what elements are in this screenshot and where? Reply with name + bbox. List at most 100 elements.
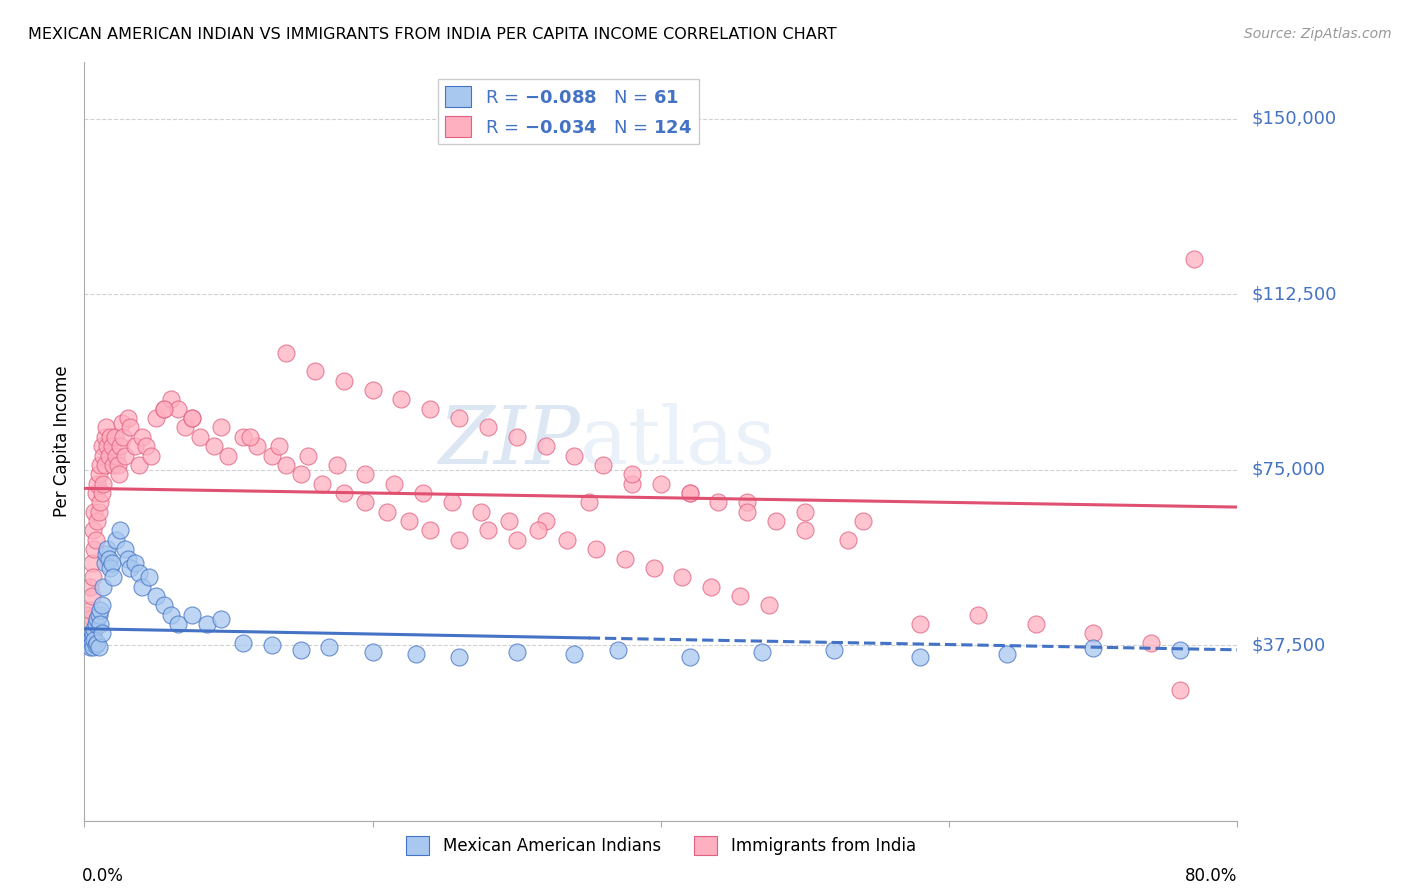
Point: [737, 495, 759, 509]
Point: [910, 649, 932, 664]
Point: [477, 524, 499, 538]
Point: [128, 566, 150, 580]
Point: [89, 458, 111, 472]
Text: ZIP: ZIP: [439, 403, 581, 480]
Point: [606, 642, 628, 657]
Point: [86, 612, 108, 626]
Point: [449, 533, 471, 547]
Point: [506, 645, 529, 659]
Point: [97, 449, 120, 463]
Point: [117, 411, 139, 425]
Point: [103, 458, 124, 472]
Point: [83, 622, 105, 636]
Point: [276, 345, 298, 359]
Point: [120, 420, 142, 434]
Point: [80, 636, 103, 650]
Point: [111, 416, 134, 430]
Point: [105, 533, 128, 547]
Point: [260, 449, 283, 463]
Point: [621, 476, 644, 491]
Point: [311, 476, 333, 491]
Point: [477, 420, 499, 434]
Point: [108, 467, 131, 482]
Point: [621, 467, 644, 482]
Point: [209, 612, 232, 626]
Point: [152, 401, 174, 416]
Point: [852, 514, 875, 528]
Point: [79, 640, 101, 655]
Point: [967, 607, 990, 622]
Point: [91, 580, 114, 594]
Point: [90, 486, 112, 500]
Point: [181, 411, 204, 425]
Point: [650, 476, 672, 491]
Point: [202, 439, 225, 453]
Point: [470, 505, 492, 519]
Point: [110, 439, 132, 453]
Point: [103, 570, 124, 584]
Point: [131, 580, 153, 594]
Point: [276, 458, 298, 472]
Point: [87, 640, 110, 655]
Point: [145, 589, 167, 603]
Point: [419, 524, 441, 538]
Point: [751, 645, 773, 659]
Point: [419, 401, 441, 416]
Point: [87, 505, 110, 519]
Point: [94, 547, 117, 561]
Point: [124, 439, 146, 453]
Point: [100, 556, 122, 570]
Point: [737, 505, 759, 519]
Point: [578, 495, 600, 509]
Point: [79, 603, 101, 617]
Point: [679, 649, 702, 664]
Point: [86, 476, 108, 491]
Point: [91, 476, 114, 491]
Point: [260, 638, 283, 652]
Point: [837, 533, 859, 547]
Point: [79, 633, 101, 648]
Point: [506, 430, 529, 444]
Point: [93, 556, 115, 570]
Point: [449, 411, 471, 425]
Point: [82, 640, 104, 655]
Point: [114, 542, 136, 557]
Point: [1182, 252, 1205, 266]
Point: [181, 607, 204, 622]
Point: [181, 411, 204, 425]
Point: [794, 524, 817, 538]
Point: [333, 486, 356, 500]
Point: [304, 364, 326, 378]
Point: [82, 524, 104, 538]
Point: [79, 580, 101, 594]
Point: [139, 449, 162, 463]
Point: [84, 533, 107, 547]
Point: [97, 551, 120, 566]
Point: [382, 476, 405, 491]
Point: [679, 486, 702, 500]
Point: [555, 533, 578, 547]
Point: [218, 449, 240, 463]
Point: [564, 648, 586, 662]
Point: [84, 617, 107, 632]
Point: [375, 505, 398, 519]
Point: [110, 524, 132, 538]
Point: [527, 524, 550, 538]
Point: [188, 430, 211, 444]
Point: [96, 439, 118, 453]
Point: [89, 617, 111, 632]
Point: [138, 570, 160, 584]
Point: [128, 458, 150, 472]
Point: [405, 648, 427, 662]
Point: [1083, 641, 1105, 656]
Point: [112, 430, 135, 444]
Point: [232, 430, 254, 444]
Point: [1168, 642, 1191, 657]
Point: [131, 430, 153, 444]
Point: [93, 458, 115, 472]
Point: [440, 495, 463, 509]
Legend: Mexican American Indians, Immigrants from India: Mexican American Indians, Immigrants fro…: [399, 829, 922, 862]
Point: [80, 556, 103, 570]
Point: [592, 458, 614, 472]
Point: [167, 401, 190, 416]
